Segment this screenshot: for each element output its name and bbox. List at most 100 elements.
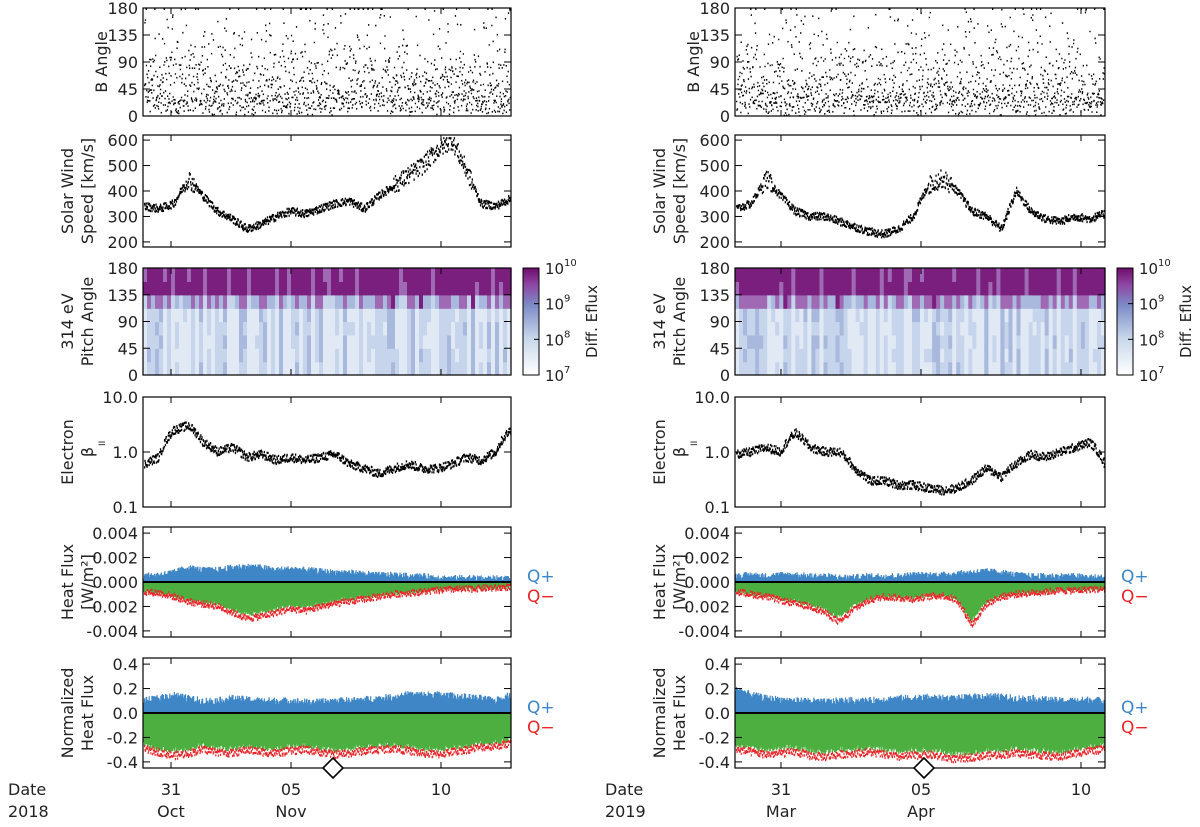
pad-cell: [779, 361, 784, 376]
pad-cell: [239, 361, 244, 376]
pad-cell: [399, 348, 404, 363]
pad-cell: [916, 361, 921, 376]
pad-cell: [1076, 308, 1082, 323]
pad-cell: [467, 348, 472, 363]
pad-cell: [899, 334, 905, 349]
pad-cell: [1028, 281, 1034, 296]
pad-cell: [895, 361, 901, 376]
pad-cell: [855, 294, 861, 309]
pad-cell: [151, 348, 156, 363]
pad-cell: [275, 281, 280, 296]
pad-cell: [799, 321, 804, 336]
pad-cell: [415, 334, 420, 349]
pad-cell: [928, 268, 933, 282]
pad-cell: [331, 268, 336, 282]
pad-cell: [447, 294, 452, 309]
pad-cell: [215, 361, 220, 376]
y-axis-label-subscript: II: [690, 441, 700, 446]
pad-cell: [203, 281, 208, 296]
y-axis-label: Solar Wind: [58, 148, 77, 234]
pad-cell: [339, 268, 344, 282]
pad-cell: [1097, 334, 1102, 349]
pad-cell: [743, 308, 748, 323]
pad-cell: [487, 281, 492, 296]
pad-cell: [475, 361, 480, 376]
pad-cell: [851, 294, 857, 309]
y-axis-label: Pitch Angle: [78, 277, 97, 367]
pad-cell: [403, 268, 408, 282]
pad-cell: [459, 348, 464, 363]
pad-cell: [331, 321, 336, 336]
pad-cell: [803, 268, 808, 282]
pad-cell: [835, 308, 841, 323]
pad-cell: [287, 361, 292, 376]
pad-cell: [195, 268, 200, 282]
y-tick-label: 90: [118, 53, 138, 72]
pad-cell: [259, 281, 264, 296]
pad-cell: [183, 308, 188, 323]
pad-cell: [263, 334, 268, 349]
pad-cell: [315, 308, 320, 323]
pad-cell: [499, 334, 504, 349]
pad-cell: [924, 308, 929, 323]
pad-cell: [187, 268, 192, 282]
pad-cell: [883, 268, 889, 282]
pad-cell: [767, 281, 772, 296]
pad-cell: [203, 361, 208, 376]
pad-cell: [155, 361, 160, 376]
pad-cell: [903, 294, 909, 309]
pad-cell: [207, 308, 212, 323]
pad-cell: [443, 294, 448, 309]
y-tick-label: 0.004: [92, 524, 138, 543]
pad-cell: [968, 361, 973, 376]
pad-cell: [275, 361, 280, 376]
pad-cell: [191, 321, 196, 336]
pad-cell: [867, 361, 873, 376]
y-tick-label: -0.002: [678, 597, 730, 616]
pad-cell: [447, 308, 452, 323]
pad-cell: [767, 321, 772, 336]
y-tick-label: 180: [699, 0, 730, 18]
y-tick-label: 45: [118, 339, 138, 358]
pad-cell: [952, 281, 957, 296]
pad-cell: [944, 294, 949, 309]
pad-cell: [916, 334, 921, 349]
pad-cell: [379, 268, 384, 282]
pad-cell: [1052, 334, 1058, 349]
legend-q-minus: Q−: [1121, 718, 1149, 738]
pad-cell: [275, 321, 280, 336]
pad-cell: [299, 321, 304, 336]
y-tick-label: 1.0: [705, 443, 730, 462]
pad-cell: [223, 321, 228, 336]
pad-cell: [1052, 321, 1058, 336]
pad-cell: [899, 294, 905, 309]
y-axis-label: Electron: [58, 419, 77, 485]
pad-cell: [279, 308, 284, 323]
pad-cell: [199, 361, 204, 376]
pad-cell: [507, 294, 512, 309]
pad-cell: [795, 281, 800, 296]
pad-cell: [483, 308, 488, 323]
pad-cell: [387, 361, 392, 376]
pad-cell: [1048, 268, 1054, 282]
pad-cell: [907, 321, 913, 336]
pad-cell: [851, 334, 857, 349]
pad-cell: [1000, 294, 1005, 309]
pad-cell: [167, 334, 172, 349]
pad-cell: [920, 321, 925, 336]
pad-cell: [843, 308, 849, 323]
pad-cell: [924, 334, 929, 349]
pad-cell: [147, 308, 152, 323]
pad-cell: [811, 321, 816, 336]
date-label: Date: [605, 780, 643, 799]
pad-cell: [243, 321, 248, 336]
pad-cell: [295, 308, 300, 323]
pad-cell: [431, 334, 436, 349]
pad-cell: [307, 268, 312, 282]
pad-cell: [307, 308, 312, 323]
pad-cell: [835, 334, 841, 349]
pad-cell: [507, 348, 512, 363]
